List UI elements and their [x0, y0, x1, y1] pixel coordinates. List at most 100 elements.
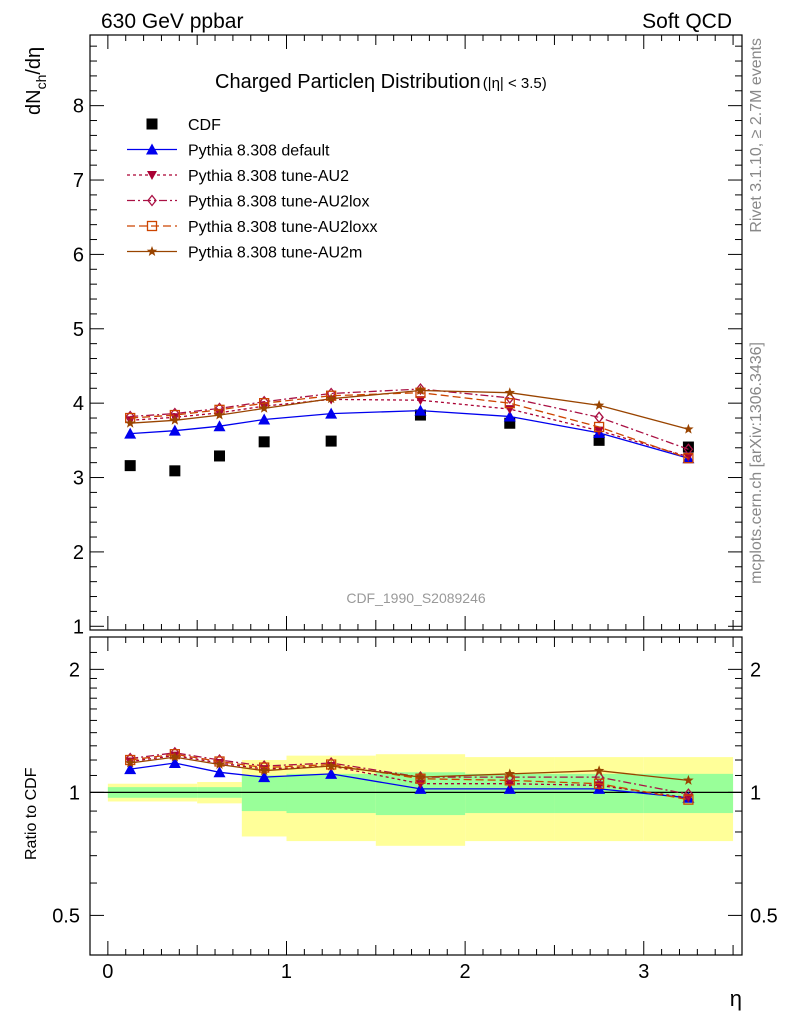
main-plot-frame	[89, 34, 743, 631]
energy-label: 630 GeV ppbar	[101, 10, 243, 33]
data-point-cdf	[169, 465, 181, 477]
y-tick-label: 5	[73, 319, 84, 341]
data-point-cdf	[593, 434, 605, 446]
ratio-line-pythia-8-308-tune-au2	[130, 754, 689, 799]
ratio-line-pythia-8-308-tune-au2lox	[130, 752, 689, 795]
ratio-point-pythia-8-308-tune-au2loxx	[593, 778, 605, 789]
ratio-y-tick-label: 1	[69, 782, 80, 804]
main-y-axis-label: dNch/dη	[23, 47, 49, 115]
series-pythia-8-308-tune-au2m	[124, 385, 694, 434]
ratio-point-pythia-8-308-default	[213, 766, 226, 778]
data-point-pythia-8-308-tune-au2m	[169, 414, 181, 425]
data-point-pythia-8-308-default	[325, 407, 338, 419]
x-tick-label: 3	[638, 961, 649, 983]
series-pythia-8-308-default	[124, 404, 695, 464]
mcplots-reference-label: mcplots.cern.ch [arXiv:1306.3436]	[748, 342, 765, 584]
data-point-pythia-8-308-default	[168, 424, 181, 436]
main-title-subtitle: (|η| < 3.5)	[483, 75, 547, 92]
legend-item: Pythia 8.308 tune-AU2m	[127, 245, 362, 262]
ratio-plot-frame	[89, 636, 743, 956]
data-point-pythia-8-308-tune-au2m	[593, 399, 605, 410]
data-point-cdf	[325, 435, 337, 447]
ratio-point-pythia-8-308-tune-au2loxx	[683, 794, 694, 805]
ratio-plot: 0 1 2 3 0.5 0.5 1 1 2 2	[52, 636, 778, 983]
legend-label: Pythia 8.308 tune-AU2loxx	[188, 219, 377, 236]
ratio-point-pythia-8-308-default	[258, 771, 271, 783]
legend-marker	[147, 171, 157, 180]
legend-label: Pythia 8.308 tune-AU2lox	[188, 194, 369, 211]
data-point-pythia-8-308-tune-au2m	[325, 393, 337, 404]
ratio-point-pythia-8-308-tune-au2	[415, 779, 426, 789]
y-tick-label: 7	[73, 170, 84, 192]
data-point-cdf	[682, 441, 694, 453]
data-point-pythia-8-308-tune-au2m	[258, 402, 270, 413]
data-point-pythia-8-308-tune-au2loxx	[683, 453, 694, 464]
ratio-point-pythia-8-308-tune-au2m	[124, 757, 136, 768]
ratio-y-tick-label-right: 1	[750, 782, 761, 804]
ratio-point-pythia-8-308-tune-au2m	[683, 774, 694, 785]
ratio-point-pythia-8-308-tune-au2m	[258, 765, 270, 776]
data-point-pythia-8-308-tune-au2m	[504, 387, 516, 398]
data-point-pythia-8-308-tune-au2m	[124, 417, 136, 428]
ratio-point-pythia-8-308-tune-au2m	[214, 759, 225, 769]
main-plot: 1 2 3 4 5 6 7 8	[73, 34, 743, 638]
x-tick-label: 2	[460, 961, 471, 983]
main-y-axis-label-eta: η	[23, 47, 45, 58]
legend-item: Pythia 8.308 default	[127, 143, 330, 160]
legend: CDF Pythia 8.308 default Pythia 8.308 tune…	[127, 117, 377, 262]
data-point-pythia-8-308-tune-au2loxx	[593, 421, 605, 433]
data-point-pythia-8-308-tune-au2m	[683, 423, 694, 434]
legend-label: Pythia 8.308 default	[188, 143, 330, 160]
legend-item: CDF	[146, 117, 221, 134]
ratio-series-pythia-8-308-default	[124, 757, 695, 803]
data-point-pythia-8-308-tune-au2m	[415, 385, 426, 395]
data-point-pythia-8-308-default	[258, 413, 271, 425]
ratio-point-pythia-8-308-tune-au2m	[325, 760, 337, 771]
ratio-point-pythia-8-308-tune-au2lox	[594, 771, 604, 784]
data-point-pythia-8-308-tune-au2lox	[415, 382, 426, 396]
data-point-pythia-8-308-tune-au2	[683, 452, 694, 462]
data-point-pythia-8-308-default	[503, 410, 516, 422]
ratio-series-pythia-8-308-tune-au2m	[124, 751, 694, 785]
data-point-pythia-8-308-tune-au2m	[214, 409, 225, 420]
legend-label: Pythia 8.308 tune-AU2m	[188, 245, 362, 262]
x-tick-label: 0	[102, 961, 113, 983]
legend-label: CDF	[188, 117, 221, 134]
ratio-point-pythia-8-308-default	[325, 767, 338, 779]
legend-label: Pythia 8.308 tune-AU2	[188, 168, 349, 185]
legend-marker	[146, 118, 158, 130]
y-tick-label: 3	[73, 468, 84, 490]
ratio-y-tick-label: 0.5	[52, 905, 80, 927]
data-point-pythia-8-308-tune-au2	[415, 396, 426, 406]
y-tick-label: 6	[73, 244, 84, 266]
rivet-version-label: Rivet 3.1.10, ≥ 2.7M events	[748, 38, 765, 233]
ratio-point-pythia-8-308-tune-au2m	[415, 771, 426, 782]
ratio-line-pythia-8-308-tune-au2loxx	[130, 753, 689, 801]
y-tick-label: 4	[73, 393, 84, 415]
analysis-reference: CDF_1990_S2089246	[346, 590, 486, 606]
series-line-pythia-8-308-tune-au2lox	[130, 388, 689, 450]
main-title: Charged Particleη Distribution (|η| < 3.5…	[215, 71, 547, 93]
legend-item: Pythia 8.308 tune-AU2loxx	[127, 219, 377, 236]
series-pythia-8-308-tune-au2loxx	[125, 387, 694, 464]
legend-item: Pythia 8.308 tune-AU2	[127, 168, 349, 185]
data-point-cdf	[258, 436, 270, 448]
x-tick-label: 1	[281, 961, 292, 983]
data-point-pythia-8-308-default	[213, 420, 226, 432]
data-point-pythia-8-308-default	[124, 427, 137, 439]
data-point-cdf	[214, 450, 226, 462]
ratio-y-axis-label: Ratio to CDF	[23, 767, 40, 860]
data-point-cdf	[504, 417, 516, 429]
ratio-point-pythia-8-308-tune-au2m	[504, 768, 516, 779]
ratio-y-tick-label: 2	[69, 659, 80, 681]
y-tick-label: 8	[73, 96, 84, 118]
y-tick-label: 1	[73, 616, 84, 638]
ratio-point-pythia-8-308-tune-au2lox	[683, 788, 694, 801]
ratio-point-pythia-8-308-tune-au2m	[169, 751, 181, 762]
process-label: Soft QCD	[642, 10, 732, 33]
ratio-point-pythia-8-308-tune-au2	[504, 779, 515, 789]
main-title-text: Charged Particleη Distribution	[215, 71, 481, 93]
legend-marker	[146, 143, 158, 155]
